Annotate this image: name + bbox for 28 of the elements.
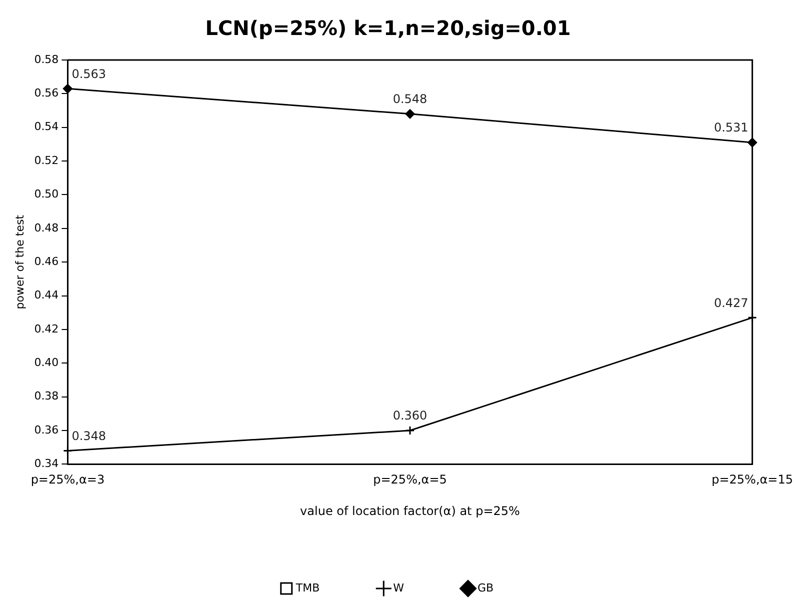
- data-label: 0.531: [714, 120, 748, 135]
- y-tick-label: 0.34: [34, 457, 59, 470]
- y-tick-label: 0.48: [34, 221, 59, 234]
- data-label: 0.563: [72, 66, 106, 81]
- y-tick-label: 0.46: [34, 254, 59, 268]
- data-label: 0.548: [392, 92, 428, 106]
- y-tick-label: 0.38: [34, 390, 59, 403]
- x-tick-label: p=25%,α=5: [373, 472, 447, 487]
- y-tick-label: 0.36: [34, 423, 59, 436]
- y-axis-title: power of the test: [13, 214, 26, 310]
- legend-label: TMB: [294, 581, 320, 594]
- data-label: 0.348: [72, 428, 106, 443]
- x-tick-label: p=25%,α=3: [30, 472, 105, 487]
- y-tick-label: 0.58: [34, 52, 59, 66]
- y-tick-label: 0.40: [34, 356, 59, 370]
- data-label: 0.360: [392, 408, 428, 423]
- y-tick-label: 0.52: [34, 154, 59, 167]
- data-label: 0.427: [714, 296, 748, 310]
- legend-label: GB: [478, 581, 494, 594]
- y-tick-label: 0.56: [34, 86, 59, 100]
- x-tick-label: p=25%,α=15: [712, 472, 794, 487]
- y-tick-label: 0.42: [34, 322, 59, 336]
- y-tick-label: 0.44: [34, 288, 59, 302]
- legend-label: W: [393, 581, 404, 594]
- chart-title: LCN(p=25%) k=1,n=20,sig=0.01: [205, 16, 571, 40]
- x-axis-title: value of location factor(α) at p=25%: [300, 504, 520, 518]
- y-tick-label: 0.50: [34, 188, 59, 201]
- y-tick-label: 0.54: [34, 120, 59, 134]
